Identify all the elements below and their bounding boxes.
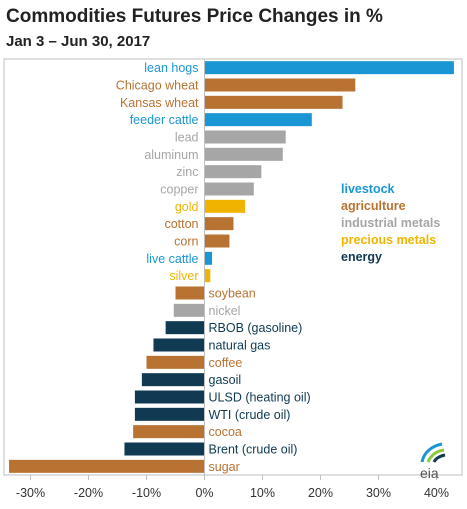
bar-label: silver xyxy=(169,269,198,283)
bar-rbob-gasoline xyxy=(165,321,205,335)
bar-label: ULSD (heating oil) xyxy=(209,391,311,405)
x-axis: -30% -20% -10% 0% 10% 20% 30% 40% xyxy=(16,59,449,500)
bar-label: WTI (crude oil) xyxy=(209,408,291,422)
bar-nickel xyxy=(173,303,205,317)
x-tick-label: 0% xyxy=(195,486,213,500)
bar-silver xyxy=(204,269,211,283)
x-tick-label: 40% xyxy=(424,486,449,500)
bar-label: zinc xyxy=(176,165,198,179)
bar-gasoil xyxy=(141,373,205,387)
bar-lean-hogs xyxy=(204,61,454,75)
bar-label: cocoa xyxy=(209,425,242,439)
x-tick-label: 30% xyxy=(366,486,391,500)
chart-title: Commodities Futures Price Changes in % xyxy=(6,6,383,27)
bar-cocoa xyxy=(133,425,205,439)
bar-ulsd-heating-oil xyxy=(134,390,205,404)
bar-wti-crude-oil xyxy=(134,407,205,421)
bar-soybean xyxy=(175,286,205,300)
bar-label: Brent (crude oil) xyxy=(209,443,298,457)
bars-layer xyxy=(9,61,454,473)
eia-logo: eia xyxy=(420,442,446,481)
bar-label: lean hogs xyxy=(144,61,198,75)
bar-label: gasoil xyxy=(209,373,242,387)
legend-item-livestock: livestock xyxy=(341,182,395,196)
bar-label: lead xyxy=(175,131,199,145)
bar-sugar xyxy=(9,459,205,473)
bar-label: cotton xyxy=(164,217,198,231)
bar-corn xyxy=(204,234,230,248)
x-tick-label: -20% xyxy=(74,486,103,500)
bar-cotton xyxy=(204,217,234,231)
bar-label: feeder cattle xyxy=(130,113,199,127)
bar-live-cattle xyxy=(204,251,213,265)
bar-natural-gas xyxy=(153,338,205,352)
plot-frame xyxy=(3,58,463,476)
bar-label: gold xyxy=(175,200,199,214)
x-tick-label: -10% xyxy=(132,486,161,500)
bar-label: soybean xyxy=(209,287,256,301)
legend-item-precious-metals: precious metals xyxy=(341,233,436,247)
bar-label: Chicago wheat xyxy=(116,79,199,93)
bar-brent-crude-oil xyxy=(124,442,205,456)
bar-label: RBOB (gasoline) xyxy=(209,321,303,335)
bar-label: Kansas wheat xyxy=(120,96,199,110)
bar-zinc xyxy=(204,165,262,179)
bar-label: natural gas xyxy=(209,339,271,353)
x-tick-label: -30% xyxy=(16,486,45,500)
eia-logo-icon xyxy=(420,442,446,463)
bar-label: corn xyxy=(174,235,198,249)
bar-feeder-cattle xyxy=(204,113,312,127)
bar-label: nickel xyxy=(209,304,241,318)
bar-kansas-wheat xyxy=(204,95,343,109)
eia-logo-text: eia xyxy=(420,465,439,481)
bar-coffee xyxy=(146,355,205,369)
bar-aluminum xyxy=(204,147,283,161)
bar-chicago-wheat xyxy=(204,78,356,92)
legend-item-energy: energy xyxy=(341,250,382,264)
bar-label: live cattle xyxy=(146,252,198,266)
bar-label: aluminum xyxy=(144,148,198,162)
bar-lead xyxy=(204,130,286,144)
legend-item-agriculture: agriculture xyxy=(341,199,406,213)
legend-item-industrial-metals: industrial metals xyxy=(341,216,440,230)
x-tick-label: 20% xyxy=(308,486,333,500)
bar-copper xyxy=(204,182,254,196)
bar-label: sugar xyxy=(209,460,240,474)
chart-subtitle: Jan 3 – Jun 30, 2017 xyxy=(6,33,151,50)
x-tick-label: 10% xyxy=(250,486,275,500)
bar-gold xyxy=(204,199,246,213)
bar-label: copper xyxy=(160,183,198,197)
legend: livestock agriculture industrial metals pre… xyxy=(341,182,440,264)
bar-label: coffee xyxy=(209,356,243,370)
bar-labels-layer: lean hogs Chicago wheat Kansas wheat feeder… xyxy=(116,61,311,474)
plot-border xyxy=(3,58,463,476)
